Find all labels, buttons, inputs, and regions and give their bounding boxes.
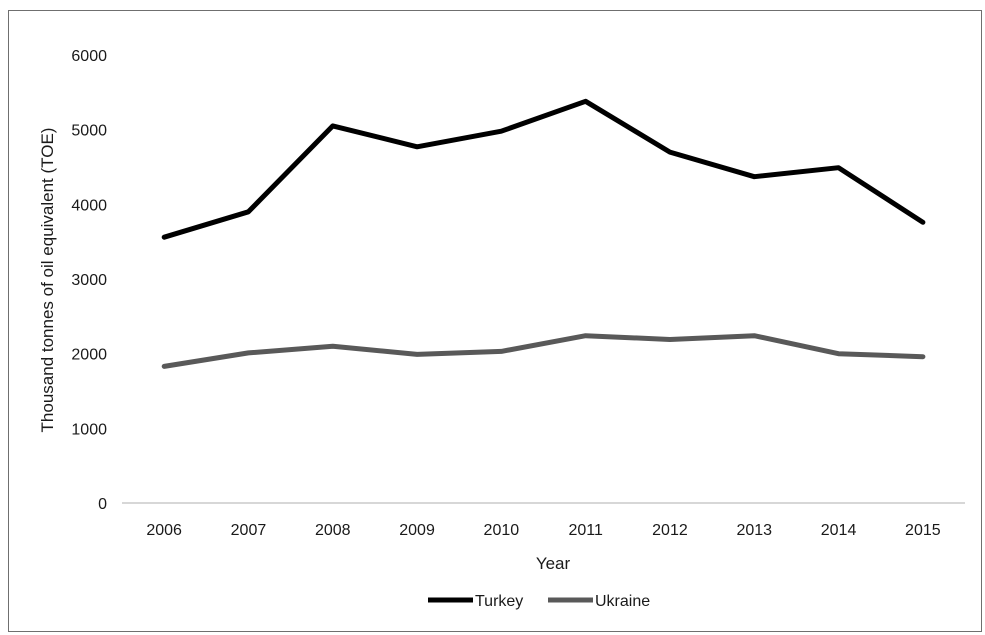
x-tick-label: 2007 [231, 522, 267, 539]
series-lines [161, 98, 926, 369]
legend-label: Ukraine [595, 593, 650, 610]
y-tick-label: 5000 [71, 123, 107, 140]
y-tick-label: 1000 [71, 421, 107, 438]
y-tick-label: 2000 [71, 347, 107, 364]
x-tick-label: 2010 [484, 522, 520, 539]
chart-border [8, 10, 982, 632]
x-tick-label: 2009 [399, 522, 435, 539]
y-axis-title: Thousand tonnes of oil equivalent (TOE) [38, 128, 57, 433]
legend-item-ukraine: Ukraine [548, 593, 650, 610]
y-tick-label: 0 [98, 496, 107, 513]
y-tick-label: 6000 [71, 48, 107, 65]
x-tick-label: 2008 [315, 522, 351, 539]
x-tick-label: 2012 [652, 522, 688, 539]
axes: 0 1000 2000 3000 4000 5000 6000 2006 2007 2008 200… [71, 48, 965, 539]
y-tick-label: 4000 [71, 197, 107, 214]
series-line-ukraine [161, 333, 926, 369]
x-tick-label: 2015 [905, 522, 941, 539]
x-tick-label: 2013 [736, 522, 772, 539]
series-line-turkey [161, 98, 926, 240]
x-tick-label: 2011 [568, 522, 603, 539]
legend-item-turkey: Turkey [428, 593, 523, 610]
legend: Turkey Ukraine [428, 593, 650, 610]
x-tick-label: 2014 [821, 522, 857, 539]
x-tick-label: 2006 [146, 522, 182, 539]
y-tick-label: 3000 [71, 272, 107, 289]
x-axis-title: Year [536, 554, 571, 573]
legend-label: Turkey [475, 593, 523, 610]
